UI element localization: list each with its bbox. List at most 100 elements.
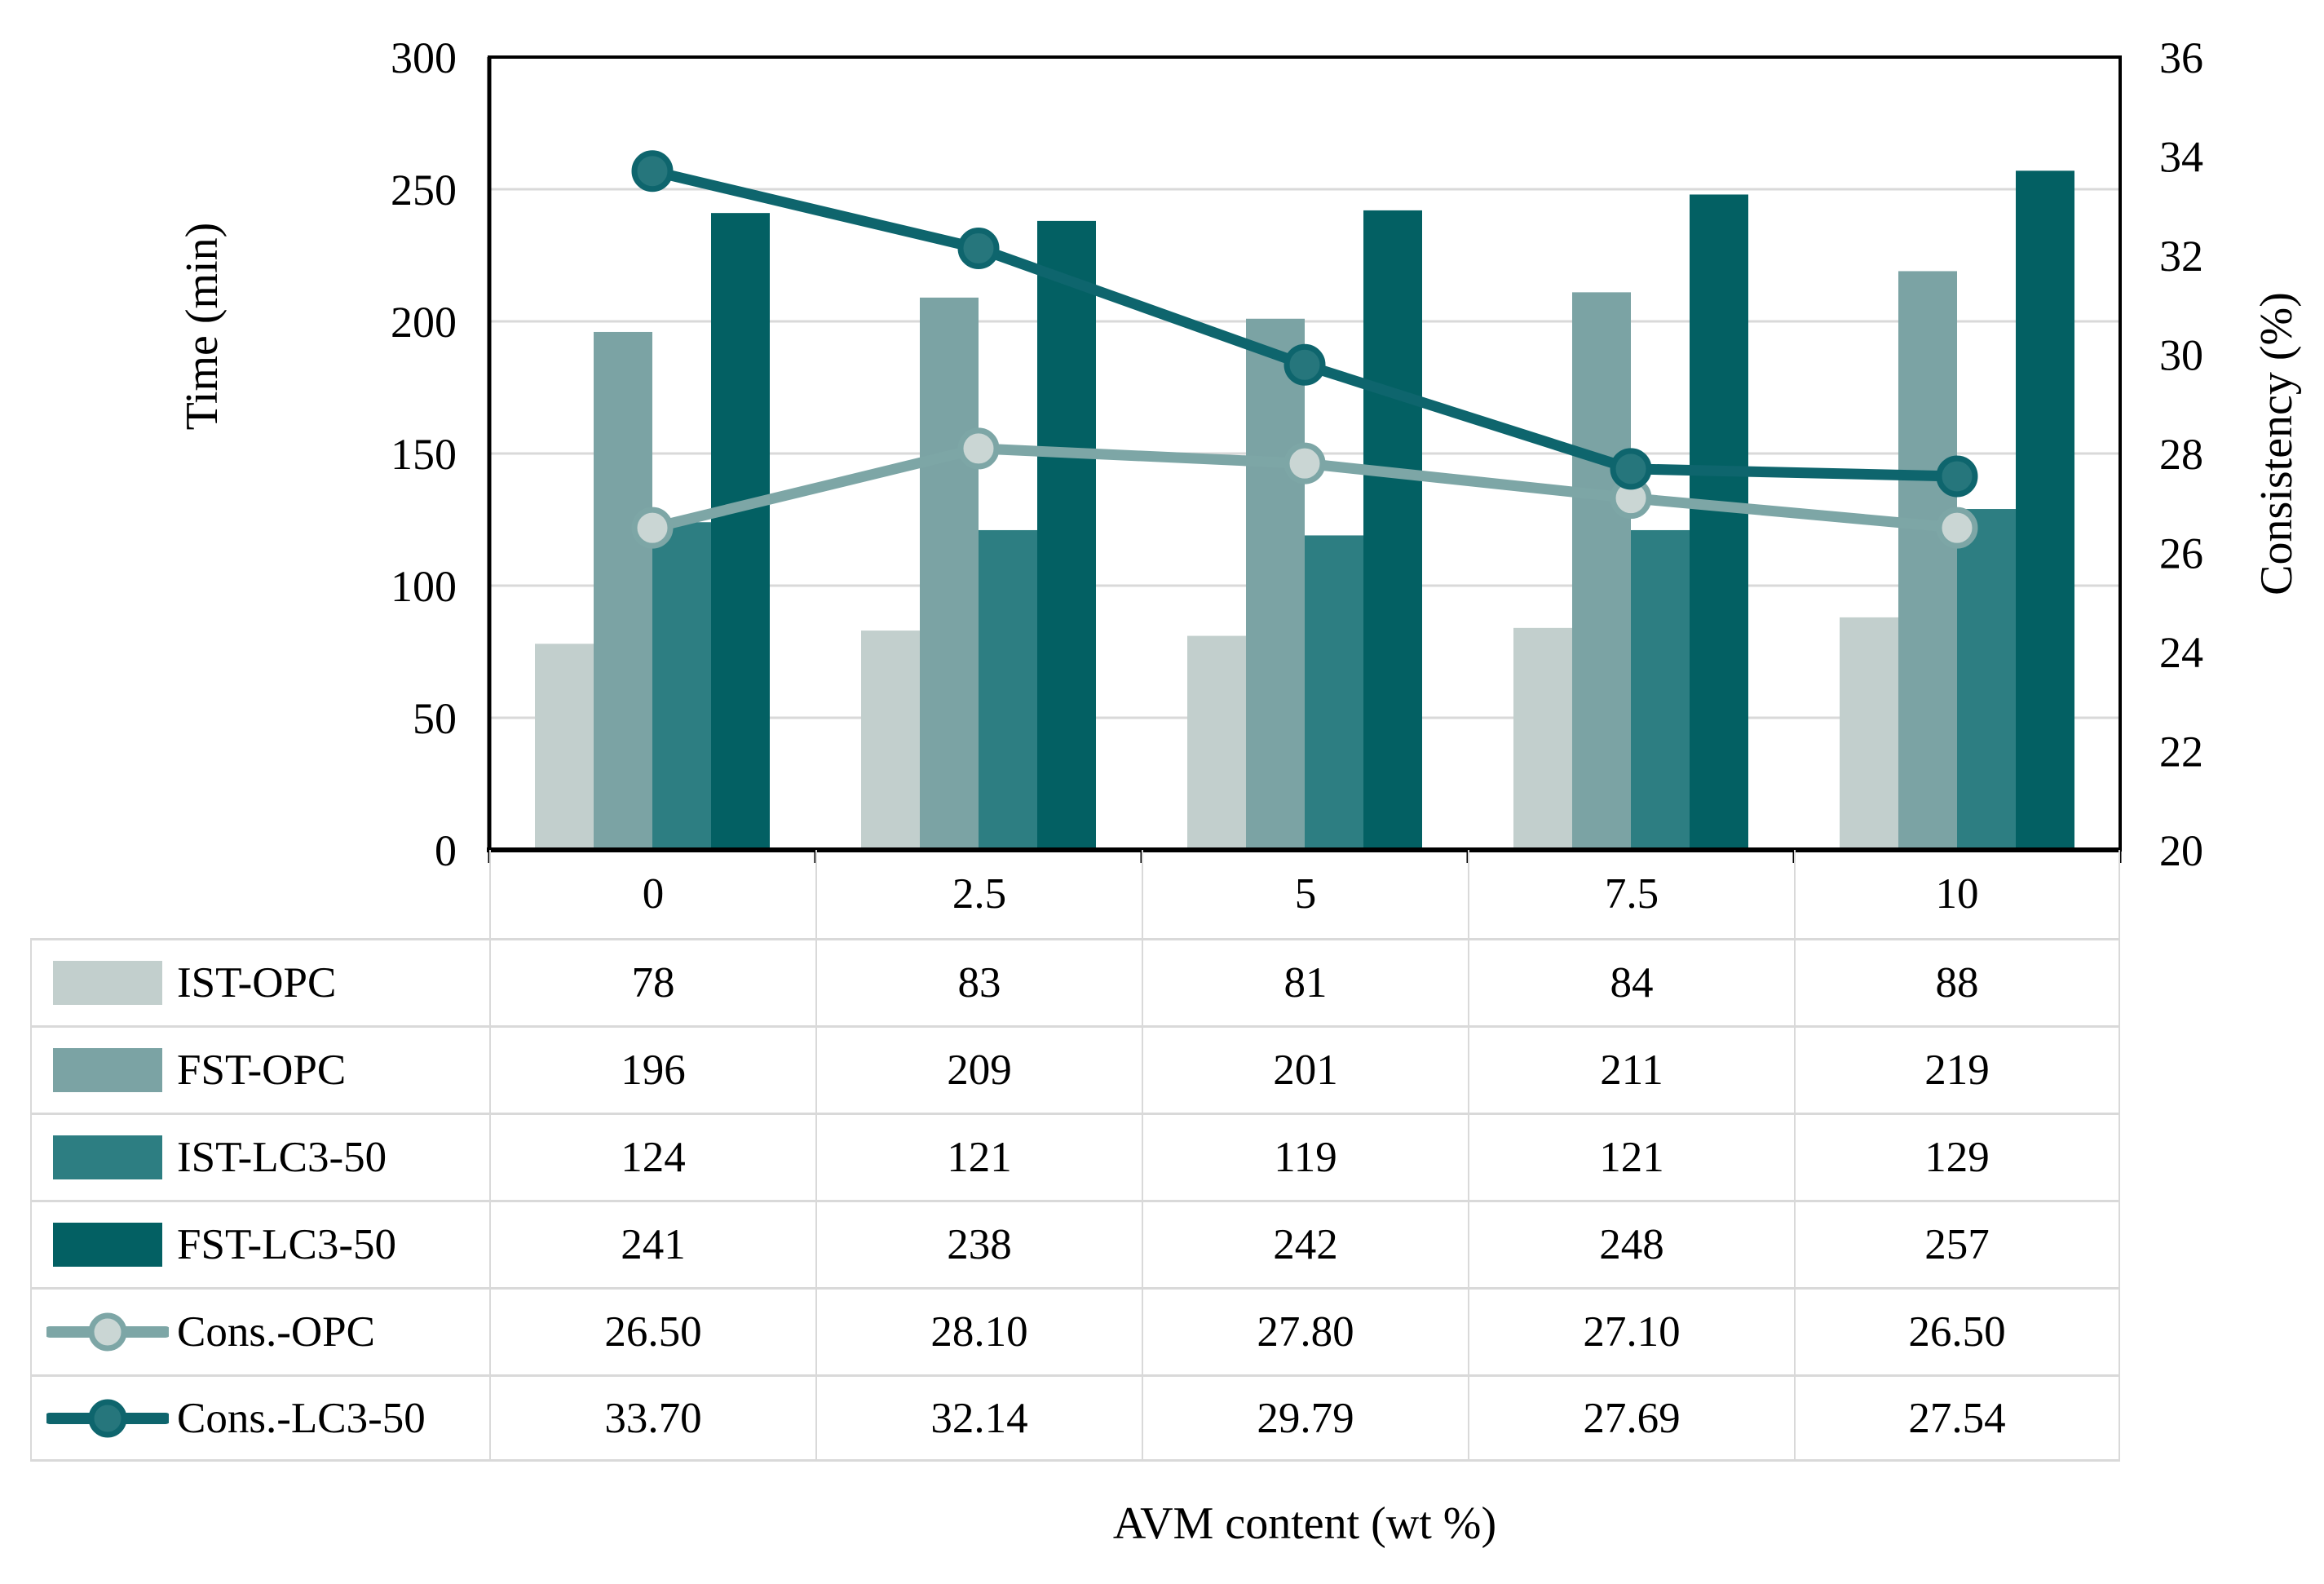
bar-IST-OPC-cat0	[535, 644, 594, 850]
value-cell-Cons.-OPC-cat2.5: 28.10	[815, 1287, 1142, 1374]
value-cell-Cons.-LC3-50-cat10: 27.54	[1794, 1374, 2120, 1462]
bar-IST-OPC-cat7.5	[1513, 627, 1572, 850]
value-cell-FST-OPC-cat2.5: 209	[815, 1025, 1142, 1113]
legend-label: Cons.-LC3-50	[177, 1394, 426, 1442]
bar-FST-LC3-50-cat0	[711, 213, 770, 850]
value-cell-FST-OPC-cat7.5: 211	[1468, 1025, 1794, 1113]
value-cell-IST-OPC-cat0: 78	[489, 938, 815, 1025]
right-tick-label: 24	[2159, 628, 2203, 677]
x-row-spacer	[30, 850, 489, 938]
value-cell-Cons.-LC3-50-cat7.5: 27.69	[1468, 1374, 1794, 1462]
x-category-label: 10	[1794, 850, 2120, 938]
line-marker-swatch-icon	[46, 1308, 169, 1356]
bar-FST-LC3-50-cat7.5	[1690, 194, 1748, 851]
value-cell-Cons.-LC3-50-cat0: 33.70	[489, 1374, 815, 1462]
bar-FST-OPC-cat5	[1246, 318, 1305, 850]
x-category-label: 2.5	[815, 850, 1142, 938]
marker-Cons.-LC3-50-cat10	[1936, 455, 1978, 498]
bar-IST-LC3-50-cat2.5	[979, 529, 1037, 850]
legend-label: IST-OPC	[177, 959, 337, 1007]
value-cell-IST-LC3-50-cat2.5: 121	[815, 1113, 1142, 1200]
right-tick-label: 30	[2159, 331, 2203, 380]
value-cell-IST-OPC-cat10: 88	[1794, 938, 2120, 1025]
left-tick-label: 300	[391, 33, 457, 82]
value-cell-FST-LC3-50-cat5: 242	[1142, 1200, 1468, 1287]
legend-label: IST-LC3-50	[177, 1134, 387, 1181]
left-axis-title: Time (min)	[177, 222, 228, 431]
right-tick-label: 22	[2159, 728, 2203, 777]
left-tick-label: 0	[435, 826, 457, 875]
left-tick-label: 50	[413, 694, 457, 743]
left-tick-label: 150	[391, 430, 457, 479]
bar-swatch-icon	[46, 959, 169, 1007]
bar-IST-OPC-cat5	[1187, 635, 1246, 850]
series-row-Cons.-LC3-50: Cons.-LC3-50 33.70 32.14 29.79 27.69 27.54	[30, 1374, 2120, 1462]
legend-label: FST-OPC	[177, 1046, 347, 1094]
marker-Cons.-OPC-cat0	[631, 507, 674, 549]
value-cell-IST-LC3-50-cat7.5: 121	[1468, 1113, 1794, 1200]
value-cell-FST-OPC-cat5: 201	[1142, 1025, 1468, 1113]
value-cell-Cons.-OPC-cat0: 26.50	[489, 1287, 815, 1374]
marker-Cons.-OPC-cat5	[1284, 442, 1326, 484]
marker-Cons.-OPC-cat10	[1936, 507, 1978, 549]
value-cell-FST-OPC-cat0: 196	[489, 1025, 815, 1113]
value-cell-FST-LC3-50-cat2.5: 238	[815, 1200, 1142, 1287]
legend-cell-Cons.-OPC: Cons.-OPC	[30, 1287, 489, 1374]
x-category-label: 0	[489, 850, 815, 938]
bar-FST-OPC-cat10	[1898, 271, 1957, 850]
legend-cell-FST-LC3-50: FST-LC3-50	[30, 1200, 489, 1287]
x-axis-title: AVM content (wt %)	[1112, 1498, 1497, 1549]
bar-FST-LC3-50-cat2.5	[1037, 220, 1096, 850]
bar-FST-OPC-cat7.5	[1572, 292, 1631, 850]
bar-swatch-icon	[46, 1221, 169, 1268]
value-cell-Cons.-OPC-cat10: 26.50	[1794, 1287, 2120, 1374]
bar-swatch-icon	[46, 1134, 169, 1181]
legend-cell-FST-OPC: FST-OPC	[30, 1025, 489, 1113]
left-tick-label: 200	[391, 298, 457, 347]
right-tick-label: 28	[2159, 430, 2203, 479]
bar-IST-OPC-cat2.5	[861, 631, 920, 850]
legend-cell-IST-LC3-50: IST-LC3-50	[30, 1113, 489, 1200]
bar-IST-LC3-50-cat7.5	[1631, 529, 1690, 850]
legend-cell-IST-OPC: IST-OPC	[30, 938, 489, 1025]
series-row-Cons.-OPC: Cons.-OPC 26.50 28.10 27.80 27.10 26.50	[30, 1287, 2120, 1374]
legend-cell-Cons.-LC3-50: Cons.-LC3-50	[30, 1374, 489, 1462]
x-category-row: 0 2.5 5 7.5 10	[30, 850, 2120, 938]
x-category-label: 5	[1142, 850, 1468, 938]
bar-FST-LC3-50-cat5	[1363, 210, 1422, 850]
legend-label: Cons.-OPC	[177, 1308, 375, 1356]
x-category-label: 7.5	[1468, 850, 1794, 938]
bar-IST-LC3-50-cat10	[1957, 509, 2016, 850]
marker-Cons.-LC3-50-cat0	[631, 150, 674, 192]
right-tick-label: 32	[2159, 232, 2203, 281]
value-cell-FST-LC3-50-cat7.5: 248	[1468, 1200, 1794, 1287]
value-cell-Cons.-OPC-cat7.5: 27.10	[1468, 1287, 1794, 1374]
marker-Cons.-OPC-cat2.5	[957, 427, 1000, 470]
value-cell-Cons.-OPC-cat5: 27.80	[1142, 1287, 1468, 1374]
value-cell-IST-LC3-50-cat10: 129	[1794, 1113, 2120, 1200]
left-tick-label: 100	[391, 562, 457, 611]
bar-FST-OPC-cat2.5	[920, 297, 979, 851]
bar-IST-LC3-50-cat5	[1305, 535, 1363, 850]
right-tick-label: 20	[2159, 826, 2203, 875]
marker-Cons.-LC3-50-cat2.5	[957, 227, 1000, 269]
right-axis-title: Consistency (%)	[2251, 292, 2302, 595]
bar-IST-OPC-cat10	[1840, 617, 1898, 850]
value-cell-IST-OPC-cat7.5: 84	[1468, 938, 1794, 1025]
value-cell-FST-LC3-50-cat10: 257	[1794, 1200, 2120, 1287]
value-cell-IST-LC3-50-cat0: 124	[489, 1113, 815, 1200]
line-marker-swatch-icon	[46, 1395, 169, 1442]
legend-label: FST-LC3-50	[177, 1221, 396, 1268]
value-cell-Cons.-LC3-50-cat5: 29.79	[1142, 1374, 1468, 1462]
value-cell-IST-LC3-50-cat5: 119	[1142, 1113, 1468, 1200]
value-cell-FST-LC3-50-cat0: 241	[489, 1200, 815, 1287]
marker-Cons.-LC3-50-cat7.5	[1610, 448, 1652, 490]
combo-chart-canvas: 300 250 200 150 100 50 0 36 34 32 30 28 26 24 22 20	[391, 33, 2203, 875]
series-row-FST-LC3-50: FST-LC3-50 241 238 242 248 257	[30, 1200, 2120, 1287]
right-tick-label: 34	[2159, 133, 2203, 182]
marker-Cons.-LC3-50-cat5	[1284, 343, 1326, 386]
right-tick-label: 36	[2159, 33, 2203, 82]
series-row-IST-OPC: IST-OPC 78 83 81 84 88	[30, 938, 2120, 1025]
data-table: 0 2.5 5 7.5 10 IST-OPC 78 83 81 84 88 FST-OPC 196 209…	[30, 850, 2120, 1462]
series-row-IST-LC3-50: IST-LC3-50 124 121 119 121 129	[30, 1113, 2120, 1200]
